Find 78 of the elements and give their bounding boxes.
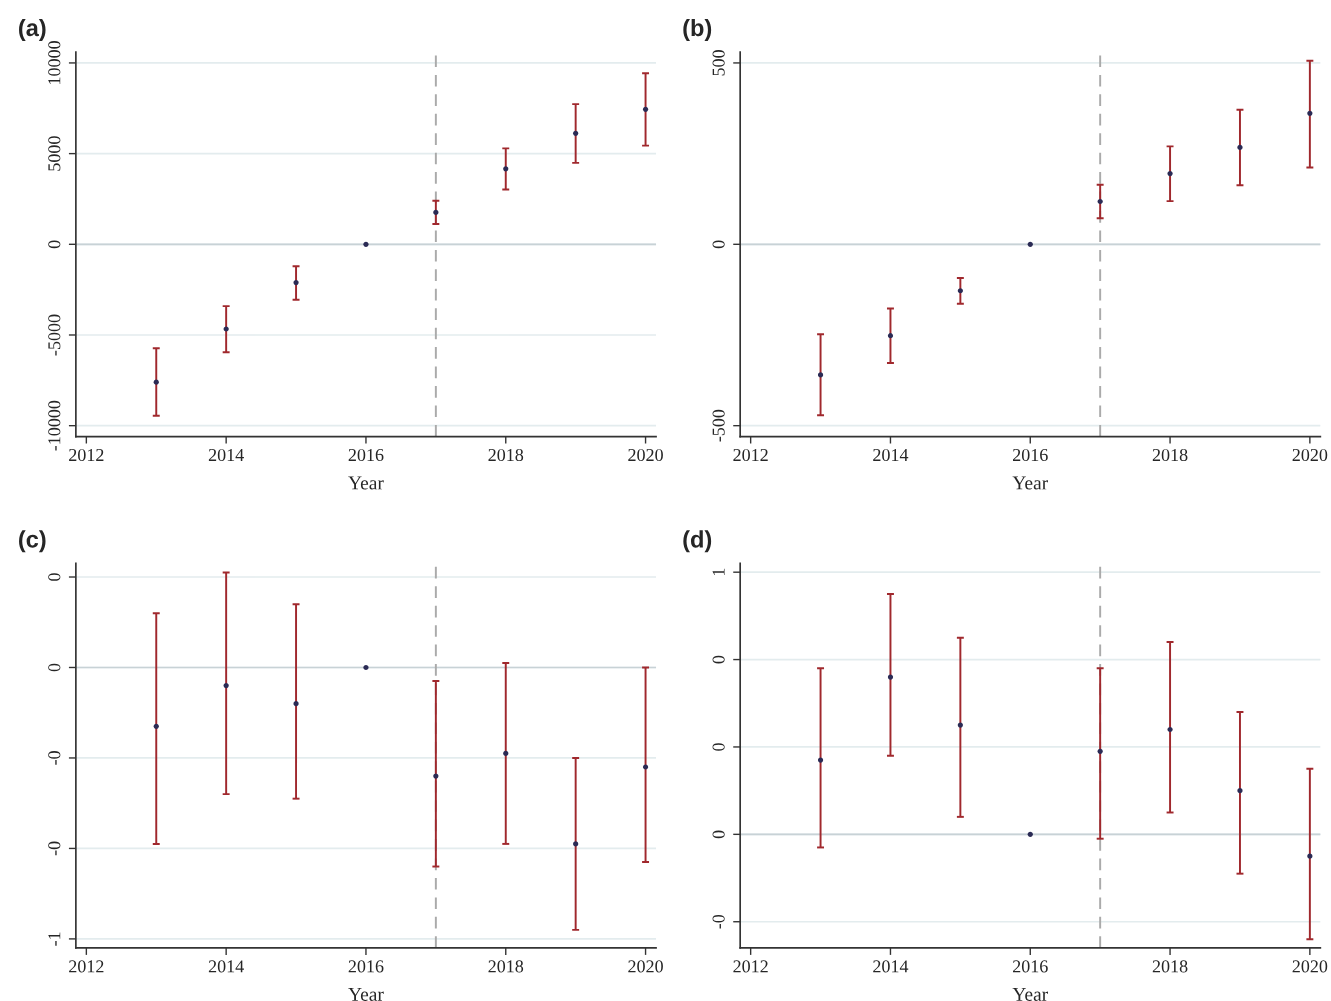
x-tick-label: 2012 [733, 448, 768, 462]
point [1167, 726, 1173, 733]
y-tick-label: -0 [48, 751, 61, 765]
x-axis-title: Year [1012, 988, 1049, 1001]
y-tick-label: 0 [712, 830, 725, 839]
point [887, 333, 894, 339]
x-tick-label: 2016 [1013, 448, 1048, 462]
x-axis-title: Year [348, 988, 384, 1001]
x-tick-label: 2014 [873, 960, 909, 973]
point [153, 723, 159, 729]
point [293, 279, 299, 286]
x-tick-label: 2014 [208, 448, 244, 462]
point [1307, 853, 1313, 859]
y-tick-label: 500 [712, 50, 725, 76]
chart-title: (d) [683, 530, 712, 553]
point [573, 130, 579, 136]
point [1027, 241, 1033, 247]
point [957, 722, 963, 728]
point [573, 841, 579, 847]
point [817, 757, 824, 763]
y-tick-label: 5000 [48, 136, 61, 171]
y-tick-label: -1 [48, 932, 61, 946]
point [503, 750, 509, 757]
point [503, 166, 509, 172]
point [1307, 110, 1313, 116]
y-tick-label: -500 [712, 409, 725, 442]
point [642, 764, 649, 770]
point [223, 326, 229, 332]
y-tick-label: 0 [712, 743, 725, 751]
x-tick-label: 2012 [69, 448, 104, 462]
y-tick-label: 1 [712, 568, 725, 576]
x-axis-title: Year [1012, 476, 1049, 490]
x-tick-label: 2018 [488, 960, 524, 973]
chart-title: (c) [19, 530, 46, 553]
x-tick-label: 2016 [348, 448, 384, 462]
point [433, 773, 439, 779]
x-tick-label: 2018 [488, 448, 524, 462]
x-tick-label: 2016 [1013, 960, 1048, 973]
x-tick-label: 2020 [628, 448, 663, 462]
point [153, 379, 159, 385]
x-tick-label: 2014 [873, 448, 909, 462]
point [1237, 788, 1243, 794]
x-tick-label: 2020 [628, 960, 663, 973]
y-tick-label: 0 [48, 663, 61, 672]
y-tick-label: 0 [712, 655, 725, 664]
point [293, 701, 299, 707]
point [1237, 144, 1243, 151]
chart-title: (b) [683, 18, 712, 41]
point [433, 209, 439, 215]
y-tick-label: -0 [48, 841, 61, 856]
point [1097, 748, 1103, 754]
point [363, 241, 369, 247]
y-tick-label: 10000 [48, 41, 61, 84]
point [887, 674, 894, 680]
x-tick-label: 2018 [1152, 448, 1188, 462]
y-tick-label: -5000 [48, 314, 61, 356]
point [817, 372, 824, 378]
y-tick-label: -10000 [48, 400, 61, 451]
x-tick-label: 2012 [733, 960, 768, 973]
x-tick-label: 2014 [208, 960, 244, 973]
x-tick-label: 2020 [1292, 448, 1328, 462]
y-tick-label: -0 [712, 914, 725, 929]
chart-title: (a) [19, 18, 46, 41]
point [1027, 831, 1033, 837]
x-tick-label: 2020 [1292, 960, 1328, 973]
point [1167, 170, 1173, 177]
y-tick-label: 0 [48, 240, 61, 249]
y-tick-label: 0 [712, 240, 725, 249]
point [223, 682, 229, 689]
point [1097, 198, 1103, 205]
x-tick-label: 2012 [69, 960, 104, 973]
x-tick-label: 2016 [348, 960, 384, 973]
y-tick-label: 0 [48, 573, 61, 581]
point [363, 664, 369, 671]
point [957, 288, 963, 294]
point [642, 106, 649, 112]
x-axis-title: Year [348, 476, 384, 490]
x-tick-label: 2018 [1152, 960, 1188, 973]
